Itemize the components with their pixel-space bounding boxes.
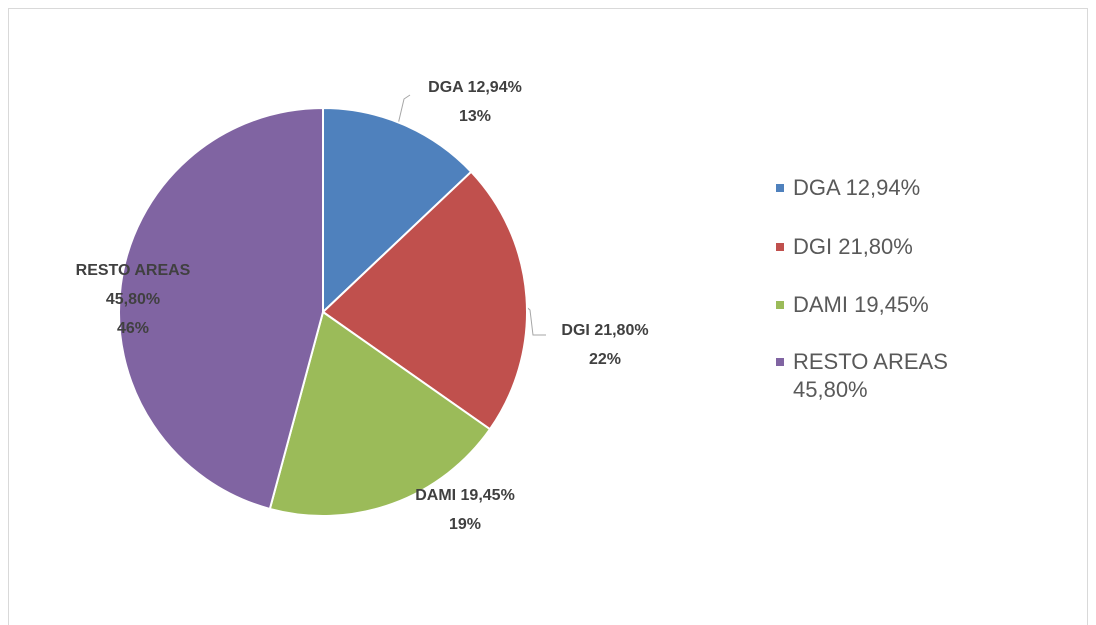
legend-label: DAMI 19,45% [793, 292, 929, 317]
data-label-category: DGI 21,80% [561, 322, 649, 339]
pie-slice [268, 310, 492, 517]
data-label: DGA 12,94% 13% [400, 73, 550, 131]
data-label-category: RESTO AREAS 45,80% [75, 262, 191, 308]
pie-slice [321, 170, 528, 431]
pie-slice [118, 106, 324, 511]
legend-swatch [776, 243, 784, 251]
data-label-value: 22% [588, 351, 622, 368]
data-label-value: 46% [116, 320, 150, 337]
legend-swatch [776, 184, 784, 192]
data-label: DAMI 19,45% 19% [390, 481, 540, 539]
data-label-value: 13% [458, 108, 492, 125]
data-label-value: 19% [448, 516, 482, 533]
data-label-category: DAMI 19,45% [415, 487, 515, 504]
pie-slice [322, 106, 473, 315]
legend-label: RESTO AREAS 45,80% [793, 349, 948, 402]
chart-frame [8, 8, 1088, 625]
legend-label: DGA 12,94% [793, 175, 921, 200]
legend-swatch [776, 301, 784, 309]
data-label-category: DGA 12,94% [428, 79, 522, 96]
data-label: RESTO AREAS 45,80% 46% [68, 256, 198, 343]
data-label: DGI 21,80% 22% [530, 316, 680, 374]
legend-label: DGI 21,80% [793, 234, 913, 259]
legend-swatch [776, 358, 784, 366]
